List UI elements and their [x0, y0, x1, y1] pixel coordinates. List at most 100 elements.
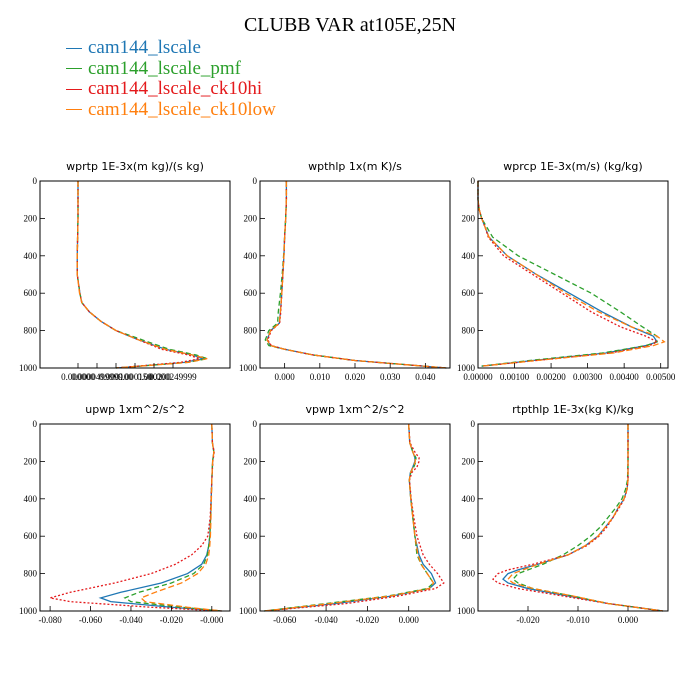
y-tick-label: 200: [24, 213, 38, 223]
series-line: [264, 423, 437, 612]
x-tick-label: -0.010: [566, 615, 590, 625]
legend-item: cam144_lscale: [66, 37, 276, 59]
x-tick-label: 0.00300: [573, 372, 603, 382]
y-tick-label: 0: [253, 176, 258, 186]
y-tick-label: 800: [244, 569, 258, 579]
x-tick-label: 0.000: [618, 615, 639, 625]
x-tick-label: 0.00200: [536, 372, 566, 382]
x-tick-label: -0.020: [516, 615, 540, 625]
series-line: [266, 181, 447, 369]
legend-item: cam144_lscale_ck10hi: [66, 78, 276, 100]
y-tick-label: 800: [462, 569, 476, 579]
series-line: [139, 423, 222, 612]
x-tick-label: 0.000150: [118, 372, 152, 382]
y-tick-label: 600: [462, 531, 476, 541]
legend-label: cam144_lscale: [88, 37, 201, 58]
series-line: [264, 423, 435, 612]
y-tick-label: 200: [24, 456, 38, 466]
series-line: [477, 181, 666, 367]
chart-title: wpthlp 1x(m K)/s: [308, 160, 402, 173]
x-tick-label: 0.000249999: [149, 372, 197, 382]
legend-label: cam144_lscale_pmf: [88, 57, 242, 79]
x-tick-label: -0.040: [119, 615, 143, 625]
chart-panel: wprtp 1E-3x(m kg)/(s kg) 0 200 400 600 800 100…: [19, 160, 231, 382]
series-line: [512, 424, 664, 612]
chart-panel: wprcp 1E-3x(m/s) (kg/kg) 0 200 400 600 800 100…: [457, 160, 676, 382]
y-tick-label: 600: [24, 288, 38, 298]
legend-swatch: [66, 68, 82, 70]
y-tick-label: 400: [24, 494, 38, 504]
y-tick-label: 1000: [19, 363, 38, 373]
series-line: [123, 423, 222, 612]
series-line: [507, 424, 664, 612]
series-line: [477, 181, 658, 367]
y-tick-label: 1000: [457, 606, 476, 616]
x-tick-label: 0.030: [380, 372, 401, 382]
series-line: [502, 424, 664, 612]
legend-swatch: [66, 47, 82, 49]
chart-title: wprcp 1E-3x(m/s) (kg/kg): [503, 160, 642, 173]
plot-frame: [477, 423, 669, 612]
y-tick-label: 600: [244, 531, 258, 541]
x-tick-label: -0.040: [314, 615, 338, 625]
x-tick-label: -0.000: [200, 615, 224, 625]
chart-title: vpwp 1xm^2/s^2: [305, 403, 404, 416]
series-line: [477, 181, 659, 367]
chart-panel: vpwp 1xm^2/s^2 0 200 400 600 800 1000 -0.060 -0.…: [239, 403, 451, 625]
plot-frame: [39, 423, 231, 612]
plot-frame: [259, 180, 451, 369]
x-tick-label: 0.00100: [500, 372, 530, 382]
chart-title: wprtp 1E-3x(m kg)/(s kg): [66, 160, 204, 173]
page-title: CLUBB VAR at105E,25N: [243, 14, 457, 36]
plot-frame: [39, 180, 231, 369]
x-tick-label: -0.060: [79, 615, 103, 625]
y-tick-label: 400: [462, 251, 476, 261]
y-tick-label: 400: [462, 494, 476, 504]
legend-label: cam144_lscale_ck10hi: [88, 78, 263, 99]
legend-swatch: [66, 88, 82, 90]
legend-swatch: [66, 109, 82, 111]
legend-item: cam144_lscale_pmf: [66, 57, 276, 80]
x-tick-label: 0.000200: [137, 372, 171, 382]
x-tick-label: 0.010: [310, 372, 331, 382]
y-tick-label: 0: [33, 419, 38, 429]
y-tick-label: 600: [24, 531, 38, 541]
x-tick-label: 0.000000: [61, 372, 95, 382]
y-tick-label: 400: [244, 494, 258, 504]
y-tick-label: 800: [244, 326, 258, 336]
series-line: [76, 181, 210, 369]
y-tick-label: 200: [244, 456, 258, 466]
y-tick-label: 200: [462, 456, 476, 466]
x-tick-label: 0.040: [415, 372, 436, 382]
x-tick-label: 0.000: [275, 372, 296, 382]
y-tick-label: 400: [24, 251, 38, 261]
x-tick-label: -0.060: [273, 615, 297, 625]
chart-title: rtpthlp 1E-3x(kg K)/kg: [512, 403, 634, 416]
x-tick-label: -0.020: [160, 615, 184, 625]
series-line: [98, 423, 222, 612]
x-tick-label: 0.00400: [610, 372, 640, 382]
series-line: [266, 181, 447, 369]
x-tick-label: -0.080: [38, 615, 62, 625]
y-tick-label: 600: [462, 288, 476, 298]
plot-frame: [477, 180, 669, 369]
y-tick-label: 200: [244, 213, 258, 223]
series-line: [264, 423, 445, 612]
series-line: [267, 181, 447, 369]
x-tick-label: 0.000: [399, 615, 420, 625]
series-line: [492, 424, 664, 612]
series-line: [49, 423, 222, 612]
y-tick-label: 1000: [239, 606, 258, 616]
chart-title: upwp 1xm^2/s^2: [85, 403, 185, 416]
x-tick-label: 0.000100: [99, 372, 133, 382]
y-tick-label: 200: [462, 213, 476, 223]
x-tick-label: 0.020: [345, 372, 366, 382]
chart-panel: wpthlp 1x(m K)/s 0 200 400 600 800 1000 0.000 0.…: [239, 160, 451, 382]
y-tick-label: 800: [24, 326, 38, 336]
series-line: [477, 181, 659, 367]
y-tick-label: 0: [471, 419, 476, 429]
y-tick-label: 0: [253, 419, 258, 429]
legend-item: cam144_lscale_ck10low: [66, 99, 276, 121]
chart-panel: upwp 1xm^2/s^2 0 200 400 600 800 1000-0.080 -0.…: [19, 403, 231, 625]
